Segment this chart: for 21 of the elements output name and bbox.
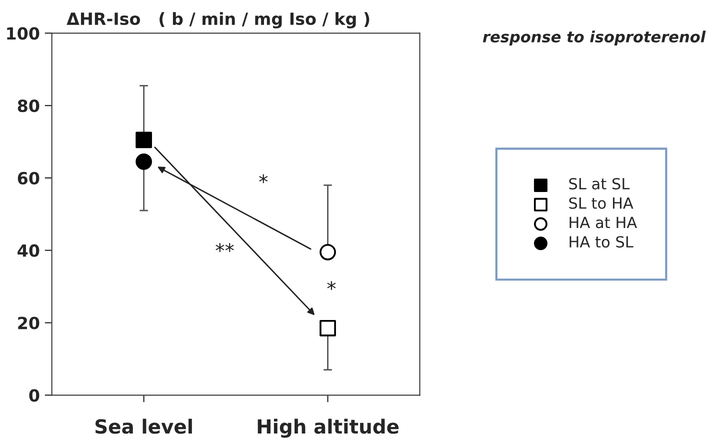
y-tick-label: 60: [18, 172, 40, 185]
y-tick-label: 0: [29, 389, 40, 402]
point: [136, 132, 152, 148]
legend-label: SL to HA: [569, 197, 634, 209]
point: [136, 153, 152, 170]
annotation: **: [216, 243, 234, 252]
point: [320, 244, 336, 260]
y-tick-label: 80: [18, 100, 40, 112]
legend-label: HA at HA: [570, 216, 638, 228]
legend-label: SL at SL: [569, 178, 630, 190]
y-tick-label: 40: [18, 244, 40, 257]
point: [320, 320, 336, 336]
legend-label: HA to SL: [570, 236, 634, 248]
x-tick-label: High altitude: [258, 418, 399, 438]
x-tick-label: Sea level: [95, 418, 192, 434]
y-tick-label: 20: [18, 316, 40, 330]
chart-title: ΔHR-Iso ( b / min / mg Iso / kg ): [66, 12, 370, 28]
y-tick-label: 100: [7, 27, 40, 40]
annotation: *: [327, 281, 336, 290]
text: response to isoproterenol: [482, 30, 706, 46]
annotation: *: [259, 174, 268, 184]
